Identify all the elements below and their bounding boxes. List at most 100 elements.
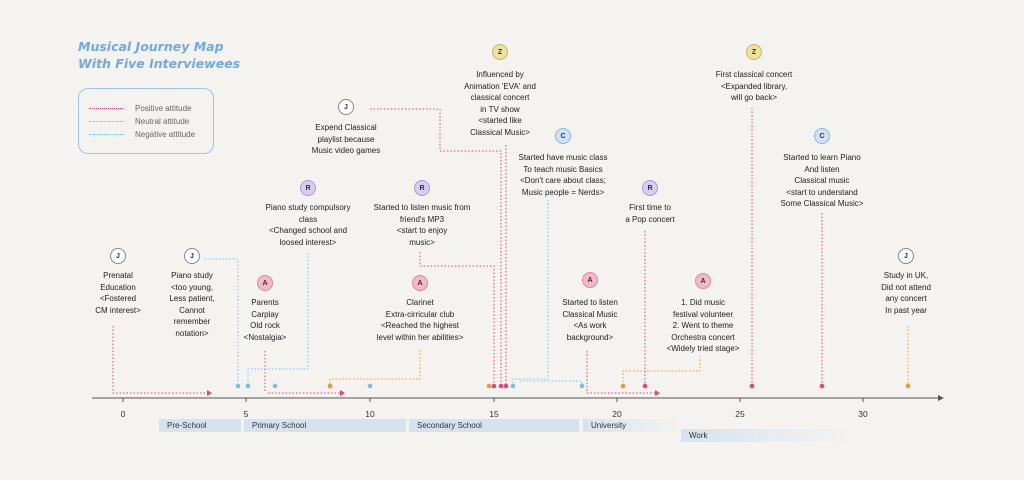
event-note-line: remember — [173, 317, 211, 326]
legend-positive-label: Positive attitude — [135, 103, 192, 113]
event-note-line: Animation 'EVA' and — [464, 81, 536, 91]
event-note: Started to learn Piano And listen Classica… — [781, 152, 864, 210]
event-note: Expend Classical playlist because Music vi… — [312, 122, 380, 157]
event-note: Started have music class To teach music B… — [519, 152, 608, 198]
event-dot — [819, 383, 825, 389]
event-note-line: <started like — [478, 116, 522, 125]
event-note-line: will go back> — [730, 93, 778, 102]
map-title-line-1: Musical Journey Map — [78, 39, 224, 54]
axis-tick-label: 15 — [489, 409, 499, 419]
event-note-line: classical concert — [470, 93, 530, 102]
event-note-line: playlist because — [317, 134, 375, 144]
timeline-axis: 0 5 10 15 20 25 30 — [92, 395, 944, 419]
event-note-line: First classical concert — [715, 70, 793, 79]
event-dot — [367, 383, 373, 389]
event-note-line: 2. Went to theme — [672, 321, 734, 330]
event-note: Parents Carplay Old rock <Nostalgia> — [244, 297, 287, 343]
interviewee-avatar: R — [642, 180, 658, 196]
event-note: Piano study compulsory class <Changed scho… — [266, 202, 351, 248]
event-dot — [245, 383, 251, 389]
connector-clarinet — [329, 350, 421, 386]
event-note-line: Some Classical Music> — [780, 199, 864, 208]
event-dot — [272, 383, 278, 389]
event-note-line: <too young, — [170, 282, 214, 292]
event-note-line: <Widely tried stage> — [666, 344, 740, 353]
event-note-line: Piano study — [171, 271, 213, 280]
event-note-line: notation> — [175, 328, 209, 338]
axis-tick-label: 5 — [244, 409, 249, 419]
event-dot — [235, 383, 241, 389]
event-note-line: Expend Classical — [315, 123, 377, 132]
event-note-line: <Don't care about class; — [520, 176, 606, 185]
event-note-line: <Nostalgia> — [243, 332, 287, 342]
event-note-line: Started have music class — [518, 153, 608, 162]
event-note-line: <Expanded library, — [720, 81, 788, 91]
event-dot — [510, 383, 516, 389]
event-note-line: <Fostered — [99, 294, 137, 303]
connector-playlist — [370, 108, 502, 386]
event-note-line: Did not attend — [881, 282, 931, 292]
interviewee-avatar: Z — [746, 44, 762, 60]
event-note-line: friend's MP3 — [399, 214, 445, 224]
connector-mp3 — [419, 252, 495, 386]
event-note-line: Influenced by — [476, 70, 524, 79]
event-note-line: Classical music — [794, 176, 850, 185]
event-note: First classical concert <Expanded library… — [716, 69, 792, 104]
connector-prenatal — [112, 326, 207, 394]
connector-music-class-b — [520, 380, 583, 386]
event-note-line: <start to enjoy — [396, 226, 448, 235]
axis-tick-label: 20 — [612, 409, 622, 419]
event-note-line: Started to learn Piano — [783, 153, 861, 162]
axis-ticks: 0 5 10 15 20 25 30 — [121, 398, 868, 419]
stage-pre-school: Pre-School — [159, 419, 241, 432]
event-note: Started to listen Classical Music <As work… — [562, 297, 618, 343]
interviewee-avatar: J — [898, 248, 914, 264]
event-note: 1. Did music festival volunteer 2. Went to… — [667, 297, 740, 355]
event-dot — [905, 383, 911, 389]
interviewee-avatar: R — [414, 180, 430, 196]
positive-connectors — [112, 108, 823, 394]
arrowhead-work-background — [655, 390, 660, 396]
neutral-connectors — [329, 326, 909, 386]
interviewee-avatar: C — [814, 128, 830, 144]
legend-neutral-line — [89, 120, 123, 122]
connector-volunteer — [622, 356, 701, 386]
interviewee-avatar: J — [110, 248, 126, 264]
event-note-line: Music video games — [311, 146, 381, 155]
event-dot — [503, 383, 509, 389]
connector-work-background — [586, 351, 655, 394]
interviewee-avatar: Z — [492, 44, 508, 60]
interviewee-avatar: A — [257, 275, 273, 291]
stage-work: Work — [681, 429, 851, 442]
legend: Positive attitude Neutral attitude Negat… — [78, 88, 214, 154]
event-note-line: CM interest> — [95, 305, 141, 315]
event-note-line: in TV show — [480, 104, 520, 114]
event-note-line: Started to listen — [562, 298, 618, 307]
event-dots — [235, 383, 911, 389]
event-dot — [486, 383, 492, 389]
stage-primary-school: Primary School — [244, 419, 406, 432]
stage-secondary-school: Secondary School — [409, 419, 579, 432]
map-title: Musical Journey Map With Five Interviewe… — [78, 38, 240, 72]
event-note-line: loosed interest> — [279, 237, 337, 247]
legend-negative-line — [89, 133, 123, 135]
legend-negative: Negative attitude — [89, 128, 195, 140]
event-dot — [327, 383, 333, 389]
event-dot — [498, 383, 504, 389]
event-note-line: Classical Music> — [470, 127, 530, 137]
arrowhead-prenatal — [207, 390, 212, 396]
event-dot — [749, 383, 755, 389]
legend-negative-label: Negative attitude — [135, 129, 196, 139]
event-note-line: background> — [566, 332, 614, 342]
event-note-line: <Changed school and — [268, 226, 348, 235]
legend-neutral: Neutral attitude — [89, 115, 189, 127]
connector-music-class — [512, 200, 549, 386]
event-note-line: Less patient, — [169, 294, 215, 303]
event-note: Piano study <too young, Less patient, Canno… — [169, 270, 214, 339]
event-note-line: Study in UK, — [883, 271, 929, 280]
event-note-line: <start to understand — [786, 187, 858, 197]
legend-positive-line — [89, 107, 123, 109]
axis-tick-label: 25 — [735, 409, 745, 419]
